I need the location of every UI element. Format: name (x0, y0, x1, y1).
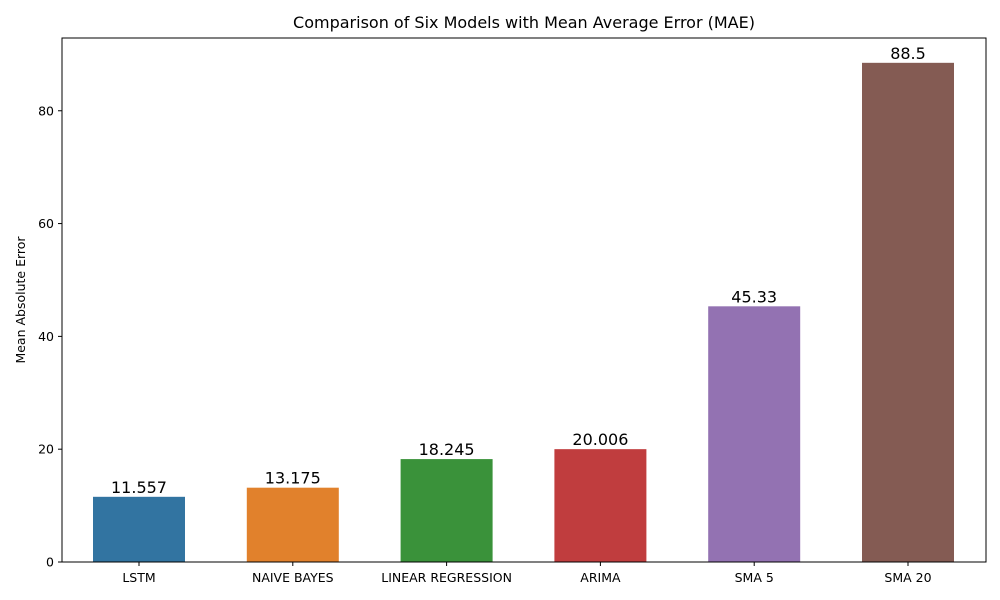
y-tick-label: 80 (38, 103, 54, 118)
bar (93, 496, 185, 562)
bar (400, 459, 493, 562)
bar (554, 449, 647, 562)
data-label: 88.5 (890, 44, 926, 63)
y-tick-label: 40 (38, 329, 54, 344)
chart-title: Comparison of Six Models with Mean Avera… (293, 13, 755, 32)
data-label: 45.33 (731, 287, 777, 306)
bar (246, 487, 339, 562)
x-tick-label: SMA 20 (884, 570, 931, 585)
y-tick-label: 60 (38, 216, 54, 231)
ticks-layer: LSTM NAIVE BAYES LINEAR REGRESSION ARIMA SMA… (38, 103, 932, 585)
x-tick-label: SMA 5 (735, 570, 774, 585)
plot-frame (61, 37, 987, 563)
bar (708, 306, 801, 562)
bar (862, 62, 954, 562)
x-tick-label: LSTM (122, 570, 155, 585)
data-label: 18.245 (419, 440, 475, 459)
x-tick-label: LINEAR REGRESSION (381, 570, 512, 585)
x-tick-label: ARIMA (580, 570, 621, 585)
data-label: 20.006 (572, 430, 628, 449)
y-tick-label: 20 (38, 442, 54, 457)
y-axis-label: Mean Absolute Error (13, 236, 28, 364)
y-tick-label: 0 (46, 555, 54, 570)
data-label: 13.175 (265, 469, 321, 488)
x-tick-label: NAIVE BAYES (252, 570, 334, 585)
data-label: 11.557 (111, 478, 167, 497)
bars-layer: 11.557 13.175 18.245 20.006 45.33 88.5 (93, 44, 954, 562)
